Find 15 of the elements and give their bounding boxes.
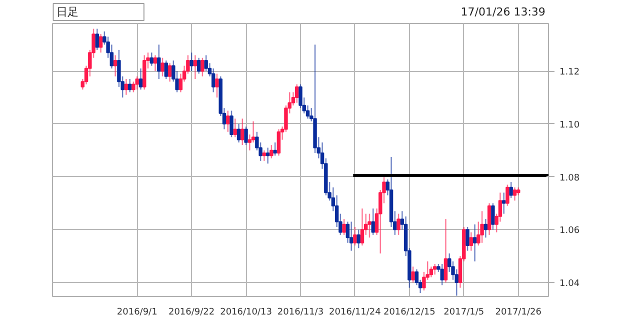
x-tick-label: 2016/9/22 <box>168 308 215 318</box>
x-tick-label: 2016/11/3 <box>277 308 324 318</box>
text: 日足 <box>56 6 78 18</box>
y-tick-label: 1.08 <box>560 173 580 184</box>
y-tick-label: 1.04 <box>560 278 580 289</box>
x-tick-label: 2016/11/24 <box>329 308 382 318</box>
x-tick-label: 2016/10/13 <box>220 308 272 318</box>
x-tick-label: 2016/12/15 <box>383 308 436 318</box>
x-tick-label: 2016/9/1 <box>116 308 158 318</box>
text: 17/01/26 13:39 <box>460 6 546 18</box>
x-tick-label: 2017/1/26 <box>495 308 542 318</box>
x-tick-label: 2017/1/5 <box>444 308 484 318</box>
y-tick-label: 1.10 <box>560 120 580 130</box>
y-tick-label: 1.06 <box>560 226 580 236</box>
y-tick-label: 1.12 <box>560 68 580 78</box>
